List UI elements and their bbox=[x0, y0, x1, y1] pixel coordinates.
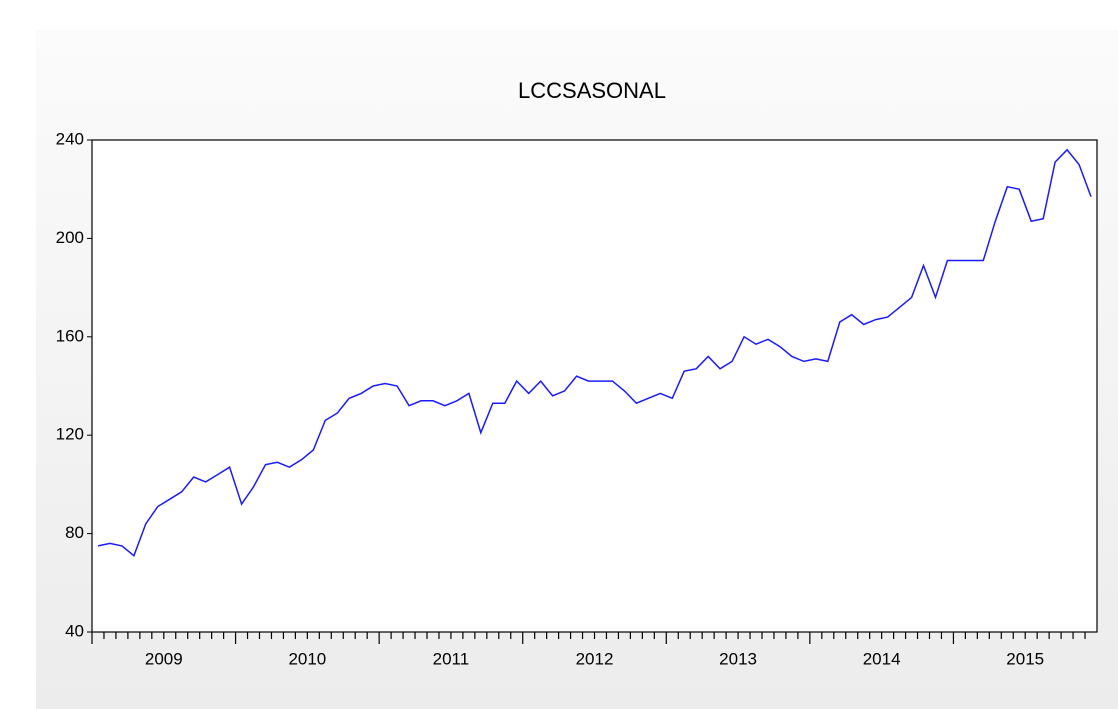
x-tick-label: 2011 bbox=[433, 649, 470, 668]
x-tick-label: 2009 bbox=[145, 649, 183, 668]
y-tick-label: 120 bbox=[56, 425, 84, 444]
y-tick-label: 240 bbox=[56, 129, 84, 148]
x-tick-label: 2010 bbox=[288, 649, 326, 668]
y-tick-label: 80 bbox=[65, 523, 84, 542]
x-tick-label: 2015 bbox=[1006, 649, 1044, 668]
y-tick-label: 160 bbox=[56, 326, 84, 345]
x-tick-label: 2012 bbox=[576, 649, 614, 668]
y-tick-label: 40 bbox=[65, 621, 84, 640]
chart-title: LCCSASONAL bbox=[518, 78, 666, 103]
line bbox=[97, 148, 1092, 557]
x-tick-label: 2014 bbox=[863, 649, 901, 668]
y-tick-label: 200 bbox=[56, 228, 84, 247]
x-tick-label: 2013 bbox=[719, 649, 757, 668]
plot-area bbox=[91, 139, 1098, 633]
